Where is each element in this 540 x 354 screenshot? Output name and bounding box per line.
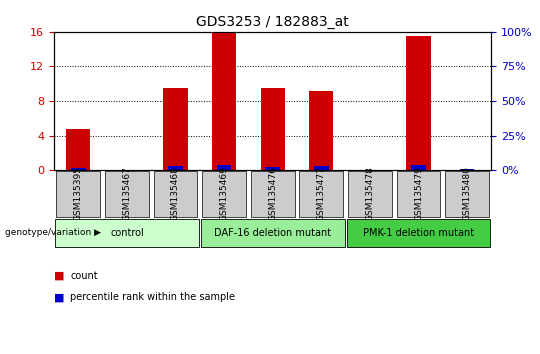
FancyBboxPatch shape xyxy=(396,171,441,217)
FancyBboxPatch shape xyxy=(153,171,198,217)
Text: GSM135476: GSM135476 xyxy=(268,166,277,221)
Text: GSM135477: GSM135477 xyxy=(317,166,326,221)
Bar xyxy=(407,36,431,170)
Text: count: count xyxy=(70,271,98,281)
FancyBboxPatch shape xyxy=(202,171,246,217)
Text: PMK-1 deletion mutant: PMK-1 deletion mutant xyxy=(363,228,474,238)
Text: GSM135479: GSM135479 xyxy=(414,166,423,221)
Title: GDS3253 / 182883_at: GDS3253 / 182883_at xyxy=(197,16,349,29)
Bar xyxy=(66,129,90,170)
Text: DAF-16 deletion mutant: DAF-16 deletion mutant xyxy=(214,228,331,238)
FancyBboxPatch shape xyxy=(55,219,199,247)
Bar xyxy=(411,165,426,170)
Text: GSM135467: GSM135467 xyxy=(123,166,131,221)
Bar xyxy=(309,91,334,170)
FancyBboxPatch shape xyxy=(251,171,295,217)
Text: control: control xyxy=(110,228,144,238)
Text: GSM135395: GSM135395 xyxy=(74,166,83,221)
Bar xyxy=(71,169,85,170)
FancyBboxPatch shape xyxy=(299,171,343,217)
Text: ■: ■ xyxy=(54,292,64,302)
Bar xyxy=(261,88,285,170)
Text: percentile rank within the sample: percentile rank within the sample xyxy=(70,292,235,302)
FancyBboxPatch shape xyxy=(56,171,100,217)
Text: ■: ■ xyxy=(54,271,64,281)
FancyBboxPatch shape xyxy=(201,219,345,247)
Text: genotype/variation ▶: genotype/variation ▶ xyxy=(5,228,102,237)
Text: GSM135478: GSM135478 xyxy=(366,166,374,221)
FancyBboxPatch shape xyxy=(348,171,392,217)
Bar xyxy=(163,88,188,170)
FancyBboxPatch shape xyxy=(445,171,489,217)
Bar xyxy=(314,166,328,170)
Bar xyxy=(212,32,237,170)
FancyBboxPatch shape xyxy=(347,219,490,247)
Bar xyxy=(460,169,475,170)
Text: GSM135469: GSM135469 xyxy=(220,166,228,221)
Text: GSM135468: GSM135468 xyxy=(171,166,180,221)
Bar xyxy=(217,165,231,170)
FancyBboxPatch shape xyxy=(105,171,149,217)
Bar xyxy=(266,167,280,170)
Bar xyxy=(168,166,183,170)
Text: GSM135480: GSM135480 xyxy=(463,166,471,221)
